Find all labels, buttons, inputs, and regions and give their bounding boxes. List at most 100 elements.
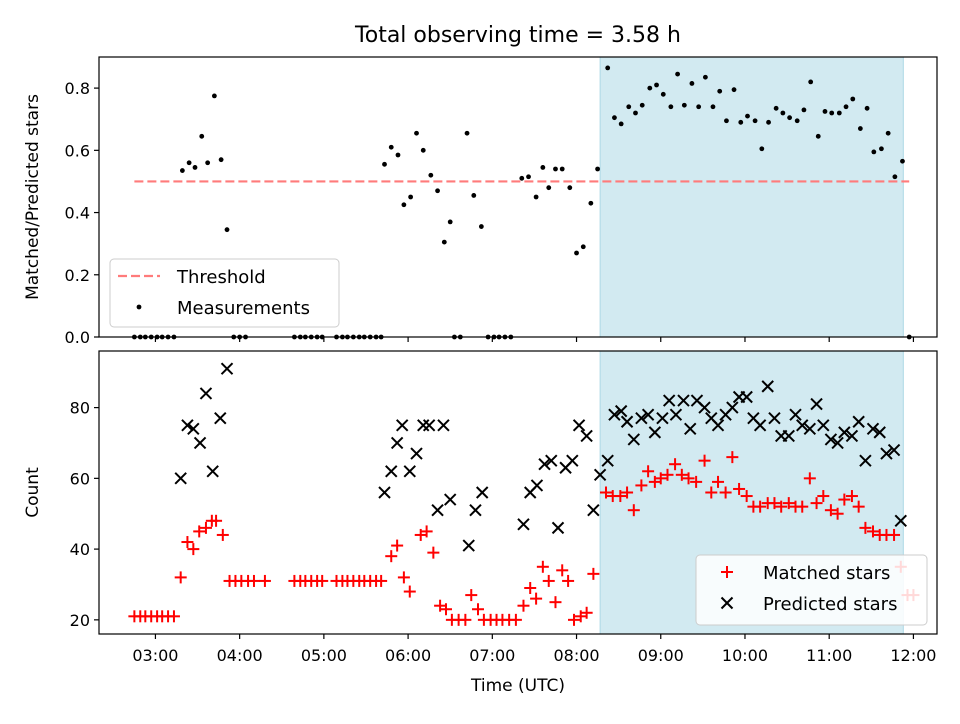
matched-star-point xyxy=(524,582,537,595)
matched-star-point xyxy=(838,493,851,506)
predicted-star-point xyxy=(378,486,391,499)
predicted-star-stroke-b xyxy=(566,454,579,467)
matched-star-point xyxy=(403,585,416,598)
y-tick-label: 0.0 xyxy=(65,328,90,347)
matched-star-point xyxy=(859,521,872,534)
predicted-star-stroke-b xyxy=(753,419,767,432)
x-axis-label: Time (UTC) xyxy=(470,676,565,696)
measurement-point xyxy=(471,193,477,198)
measurement-point xyxy=(553,166,558,172)
predicted-star-point xyxy=(566,454,579,467)
matched-star-point xyxy=(530,592,543,605)
top-panel: 0.00.20.40.60.8 Matched/Predicted stars … xyxy=(23,56,938,347)
measurement-point xyxy=(766,119,771,125)
measurement-point xyxy=(382,161,387,167)
predicted-star-point xyxy=(859,454,872,467)
predicted-star-stroke-b xyxy=(656,412,669,425)
matched-star-point xyxy=(536,560,549,573)
predicted-star-point xyxy=(608,408,621,421)
predicted-star-stroke-b xyxy=(782,429,795,443)
predicted-star-stroke-b xyxy=(740,390,753,404)
predicted-star-point xyxy=(614,404,628,418)
predicted-star-stroke-b xyxy=(641,408,655,421)
measurement-point xyxy=(186,160,192,166)
predicted-star-stroke-b xyxy=(803,422,817,436)
predicted-star-stroke-b xyxy=(866,422,880,436)
measurement-point xyxy=(892,174,898,180)
matched-star-point xyxy=(542,574,555,587)
predicted-star-stroke-b xyxy=(887,443,901,457)
predicted-star-stroke-b xyxy=(395,419,409,432)
x-tick-label: 11:00 xyxy=(806,646,852,665)
measurement-point xyxy=(702,74,708,80)
predicted-star-stroke-b xyxy=(462,539,475,552)
measurement-point xyxy=(675,71,680,77)
count-points xyxy=(128,362,920,626)
predicted-star-point xyxy=(838,426,851,439)
matched-star-point xyxy=(831,507,844,520)
matched-star-point xyxy=(587,567,600,580)
predicted-star-point xyxy=(593,468,607,482)
measurement-point xyxy=(478,224,484,229)
matched-star-point xyxy=(391,539,404,552)
matched-star-point xyxy=(174,571,187,584)
matched-star-point xyxy=(705,486,718,499)
predicted-star-stroke-b xyxy=(614,404,628,418)
predicted-star-point xyxy=(866,422,880,436)
matched-star-point xyxy=(375,574,388,587)
legend-predicted-label: Predicted stars xyxy=(763,594,897,615)
matched-star-point xyxy=(810,497,823,510)
measurement-point xyxy=(787,115,793,121)
measurement-point xyxy=(731,87,737,93)
matched-star-point xyxy=(517,599,530,612)
bottom-axes-frame xyxy=(98,350,938,635)
predicted-star-stroke-b xyxy=(817,419,830,432)
measurement-point xyxy=(192,165,198,170)
matched-star-point xyxy=(247,574,260,587)
measurement-point xyxy=(205,160,211,166)
matched-star-point xyxy=(817,490,830,503)
measurement-point xyxy=(885,130,891,136)
predicted-star-stroke-b xyxy=(761,380,774,393)
measurement-point xyxy=(724,118,729,124)
legend-measurements-label: Measurements xyxy=(177,298,310,319)
predicted-star-stroke-b xyxy=(726,401,739,414)
measurement-point xyxy=(447,219,453,225)
predicted-star-point xyxy=(580,429,593,443)
predicted-star-stroke-b xyxy=(796,419,809,432)
measurement-point xyxy=(567,185,573,191)
measurement-point xyxy=(752,118,758,124)
predicted-star-point xyxy=(880,447,893,460)
matched-star-point xyxy=(698,454,711,467)
matched-star-point xyxy=(719,486,732,499)
predicted-star-stroke-b xyxy=(587,503,600,517)
measurement-point xyxy=(857,126,863,131)
predicted-star-stroke-b xyxy=(838,426,851,439)
measurement-point xyxy=(533,194,539,200)
measurement-point xyxy=(224,227,230,233)
measurement-point xyxy=(408,194,414,200)
predicted-star-point xyxy=(469,503,482,517)
predicted-star-stroke-b xyxy=(431,503,444,517)
predicted-star-point xyxy=(437,419,450,432)
measurement-point xyxy=(401,202,407,208)
matched-star-point xyxy=(682,472,695,485)
predicted-star-point xyxy=(475,486,489,499)
matched-star-point xyxy=(824,504,837,517)
matched-star-point xyxy=(726,451,739,464)
legend-box xyxy=(109,258,340,328)
predicted-star-stroke-b xyxy=(174,472,187,485)
measurement-point xyxy=(546,185,552,191)
predicted-star-point xyxy=(403,465,416,478)
predicted-star-stroke-b xyxy=(873,426,886,439)
predicted-star-point xyxy=(410,447,423,460)
predicted-star-stroke-b xyxy=(572,419,586,432)
predicted-star-stroke-b xyxy=(698,401,711,414)
predicted-star-point xyxy=(206,465,219,478)
matched-star-point xyxy=(768,497,781,510)
observing-span-top xyxy=(599,56,904,338)
legend-predicted-swatch-b xyxy=(720,596,734,610)
matched-star-point xyxy=(397,571,410,584)
predicted-star-stroke-b xyxy=(422,419,436,432)
